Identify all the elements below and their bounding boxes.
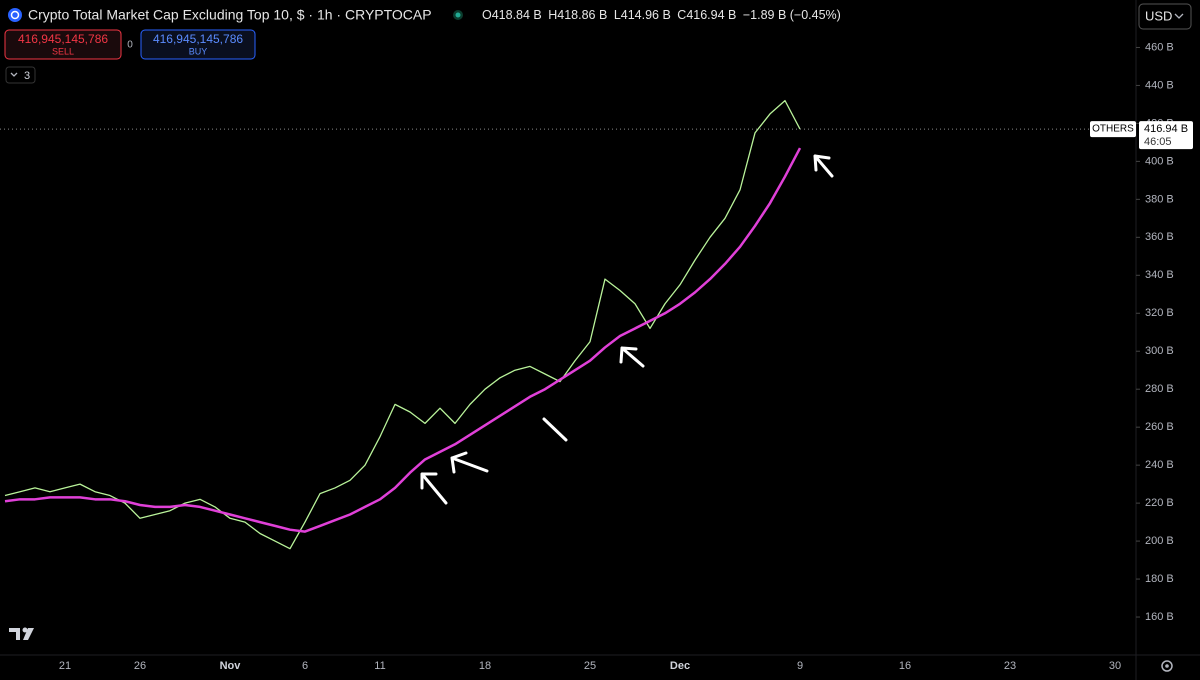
spread: 0	[127, 40, 133, 51]
arrow	[420, 472, 448, 505]
gear[interactable]	[1161, 660, 1173, 672]
moving-average-line	[4, 147, 802, 533]
arrow	[619, 346, 645, 368]
indicators-box[interactable]	[5, 66, 36, 84]
logo-part[interactable]	[23, 628, 34, 640]
y-tick-label: 400 B	[1145, 155, 1174, 167]
sell-price[interactable]: 416,945,145,786	[18, 32, 108, 46]
x-tick-label: 21	[59, 660, 71, 672]
currency-box[interactable]	[1138, 3, 1192, 30]
ohlc-values: O418.84 B H418.86 B L414.96 B C416.94 B …	[482, 8, 841, 22]
symbol-icon-inner	[10, 10, 20, 20]
market-status[interactable]	[455, 12, 461, 18]
y-tick-label: 180 B	[1145, 573, 1174, 585]
currency-select[interactable]: USD	[1138, 3, 1192, 30]
logo-part[interactable]	[22, 627, 28, 633]
x-tick-label: Dec	[670, 660, 690, 672]
chevron[interactable]	[1174, 13, 1184, 19]
sell-box[interactable]	[4, 29, 122, 60]
stroke	[542, 417, 568, 442]
sell-button[interactable]: 416,945,145,786 SELL	[4, 29, 122, 60]
y-tick-label: 240 B	[1145, 459, 1174, 471]
price-line	[4, 99, 801, 550]
chevron[interactable]	[10, 72, 18, 77]
y-tick-label: 360 B	[1145, 231, 1174, 243]
high: H418.86 B	[548, 8, 607, 22]
y-tick-label: 300 B	[1145, 345, 1174, 357]
sell-label[interactable]: SELL	[52, 46, 74, 56]
buy-box[interactable]	[140, 29, 256, 60]
logo-part[interactable]	[9, 628, 20, 640]
y-tick-label: 200 B	[1145, 535, 1174, 547]
y-tick-label: 320 B	[1145, 307, 1174, 319]
annotations	[420, 154, 834, 505]
y-tick-label: 220 B	[1145, 497, 1174, 509]
buy-button[interactable]: 416,945,145,786 BUY	[140, 29, 256, 60]
currency[interactable]: USD	[1145, 8, 1172, 23]
low: L414.96 B	[614, 8, 671, 22]
symbol-icon	[8, 8, 22, 22]
arrow	[450, 451, 489, 474]
last-price-box	[1139, 121, 1193, 150]
y-tick-label: 440 B	[1145, 79, 1174, 91]
symbol-title[interactable]: Crypto Total Market Cap Excluding Top 10…	[28, 7, 432, 23]
x-tick-label: 16	[899, 660, 911, 672]
y-tick-label: 460 B	[1145, 41, 1174, 53]
tradingview-logo[interactable]	[9, 627, 34, 641]
x-tick-label: Nov	[220, 660, 242, 672]
x-tick-label: 25	[584, 660, 596, 672]
indicator-count[interactable]: 3	[24, 70, 30, 82]
y-tick-label: 260 B	[1145, 421, 1174, 433]
y-tick-label: 160 B	[1145, 611, 1174, 623]
arrow	[813, 154, 834, 178]
x-tick-label: 6	[302, 660, 308, 672]
gear-center[interactable]	[1165, 664, 1169, 668]
plot-area	[0, 99, 1136, 550]
series-label: OTHERS	[1092, 124, 1134, 135]
settings-button[interactable]	[1161, 660, 1173, 672]
y-tick-label: 340 B	[1145, 269, 1174, 281]
open: O418.84 B	[482, 8, 542, 22]
x-tick-label: 26	[134, 660, 146, 672]
buy-label[interactable]: BUY	[189, 46, 208, 56]
y-tick-label: 380 B	[1145, 193, 1174, 205]
y-tick-label: 280 B	[1145, 383, 1174, 395]
change: −1.89 B (−0.45%)	[743, 8, 841, 22]
x-tick-label: 30	[1109, 660, 1121, 672]
x-tick-label: 23	[1004, 660, 1016, 672]
x-tick-label: 9	[797, 660, 803, 672]
last-price: 416.94 B	[1144, 123, 1188, 135]
buy-price[interactable]: 416,945,145,786	[153, 32, 243, 46]
bar-countdown: 46:05	[1144, 136, 1172, 148]
series-label-box	[1090, 121, 1136, 138]
x-tick-label: 11	[374, 660, 385, 672]
x-tick-label: 18	[479, 660, 491, 672]
indicators-toggle[interactable]: 3	[5, 66, 36, 84]
close: C416.94 B	[677, 8, 736, 22]
